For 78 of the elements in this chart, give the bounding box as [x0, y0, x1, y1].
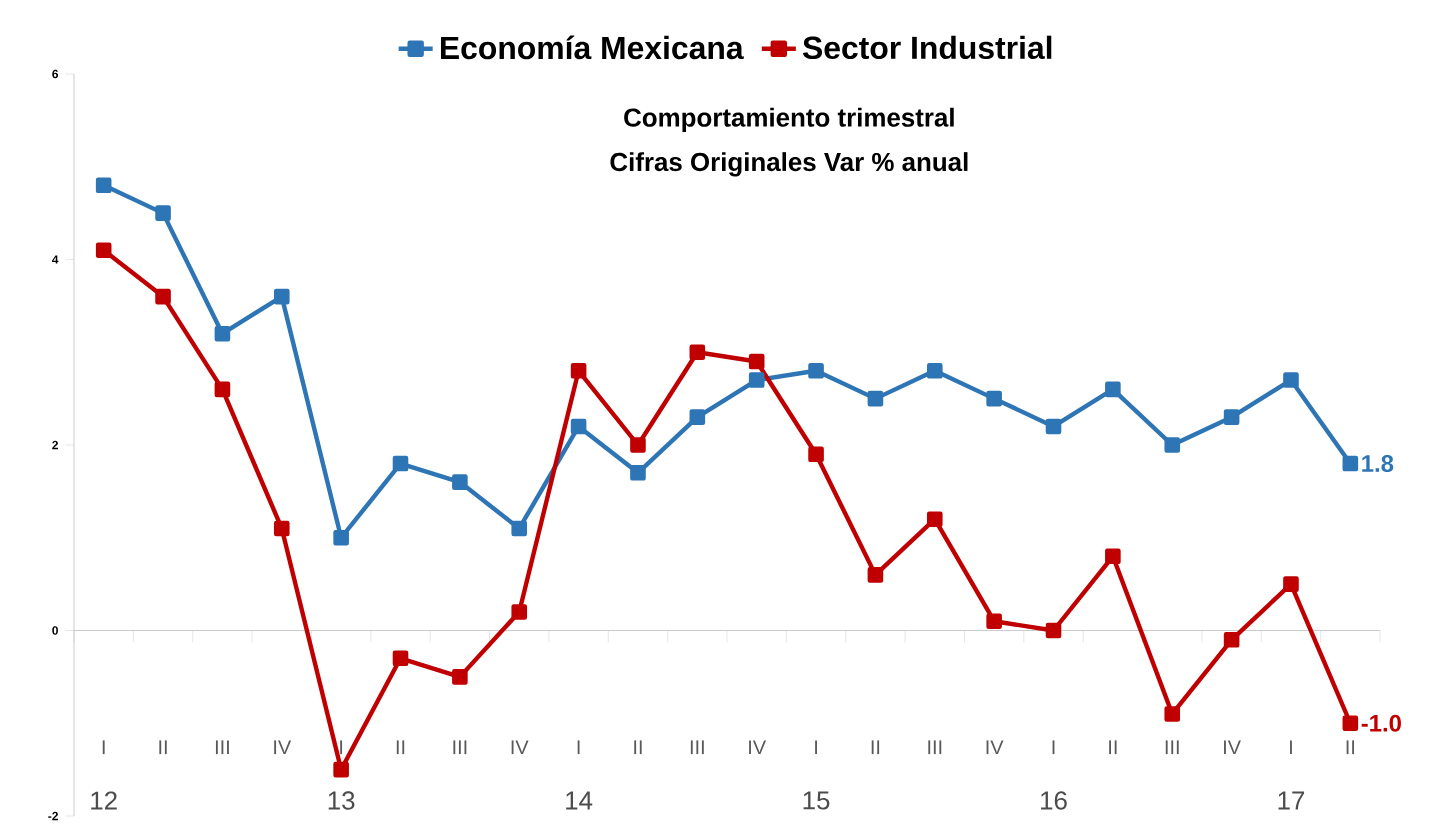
point [273, 288, 290, 305]
point [689, 409, 706, 425]
point [1223, 631, 1240, 648]
annotation: 16 [1041, 791, 1067, 810]
point [333, 529, 349, 546]
point [95, 242, 112, 259]
x-tick-label: III [453, 740, 467, 755]
point [1105, 548, 1121, 565]
point [630, 465, 646, 481]
point [867, 567, 884, 583]
point [570, 363, 587, 379]
x-tick-label: I [815, 740, 817, 755]
point [511, 604, 528, 620]
x-tick-label: IV [749, 740, 767, 755]
point [748, 372, 765, 388]
point [1283, 372, 1299, 388]
x-tick-label: III [928, 740, 942, 755]
annotation: 17 [1278, 791, 1305, 810]
x-tick-label: I [1052, 740, 1055, 755]
annotation: 15 [803, 791, 830, 810]
x-tick-label: III [215, 740, 229, 755]
point [689, 344, 706, 361]
point [333, 761, 349, 778]
legend-label: Sector Industrial [802, 35, 1052, 60]
point [95, 177, 112, 194]
point [808, 363, 824, 379]
x-tick-label: II [1346, 740, 1355, 755]
x-tick-label: IV [1224, 740, 1241, 755]
point [926, 511, 943, 527]
point [986, 613, 1002, 630]
annotation: 14 [566, 791, 593, 810]
point [1045, 622, 1062, 639]
x-tick-label: IV [274, 740, 292, 755]
annotation: 12 [91, 791, 117, 810]
text: Cifras Originales Var % anual [610, 152, 968, 177]
point [155, 205, 171, 221]
point [214, 325, 231, 342]
x-tick-label: II [159, 740, 167, 755]
point [1105, 381, 1121, 398]
point [155, 288, 171, 305]
x-tick-label: III [1165, 740, 1179, 755]
x-tick-label: III [690, 740, 704, 755]
x-tick-label: II [1109, 740, 1117, 755]
point [1164, 706, 1181, 722]
point [452, 474, 468, 490]
point [392, 455, 409, 472]
x-tick-label: I [577, 740, 580, 755]
annotation: 13 [328, 791, 355, 810]
point [867, 390, 884, 407]
point [1164, 437, 1181, 453]
point [392, 650, 409, 667]
point [1223, 409, 1240, 425]
point [986, 390, 1002, 407]
x-tick-label: IV [986, 740, 1004, 755]
data-label: 1.8 [1362, 455, 1394, 472]
point [1342, 715, 1359, 732]
point [630, 437, 646, 453]
x-tick-label: I [1290, 740, 1292, 755]
point [273, 520, 290, 537]
x-tick-label: I [102, 740, 105, 755]
point [926, 363, 943, 379]
point [808, 446, 824, 463]
point [511, 520, 528, 537]
point [214, 381, 231, 398]
x-tick-label: II [634, 740, 642, 755]
point [748, 353, 765, 370]
data-label: -1.0 [1361, 714, 1401, 732]
point [570, 418, 587, 435]
x-tick-label: IV [511, 740, 529, 755]
point [1283, 576, 1299, 592]
x-tick-label: II [871, 740, 880, 755]
x-tick-label: I [340, 740, 343, 755]
point [452, 669, 468, 685]
legend-label: Economía Mexicana [440, 35, 744, 60]
x-tick-label: II [396, 740, 405, 755]
point [1045, 418, 1062, 435]
text: Comportamiento trimestral [624, 107, 954, 132]
point [1342, 455, 1359, 472]
